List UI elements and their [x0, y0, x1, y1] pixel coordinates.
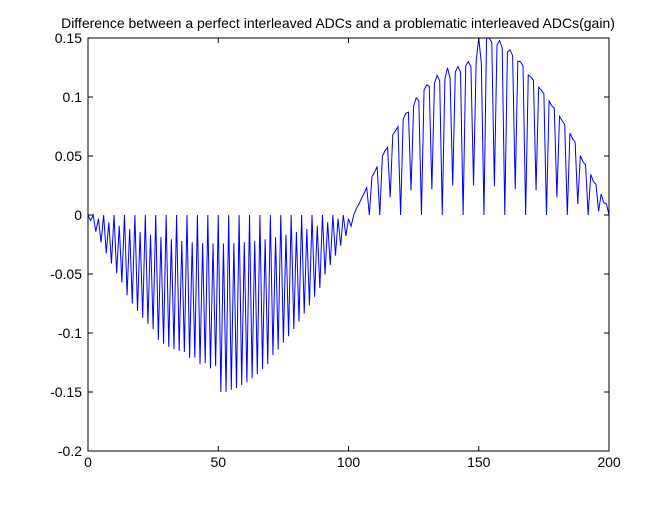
x-tick-label: 200 — [597, 454, 621, 470]
series-line-0 — [87, 37, 610, 393]
y-tick-label: -0.15 — [50, 384, 82, 400]
y-tick-label: -0.05 — [50, 266, 82, 282]
x-tick-label: 50 — [210, 454, 226, 470]
y-tick-label: 0.15 — [55, 30, 82, 46]
y-tick-label: 0.1 — [63, 89, 83, 105]
y-tick-label: 0.05 — [55, 148, 82, 164]
y-tick-label: -0.1 — [58, 325, 82, 341]
chart-title: Difference between a perfect interleaved… — [61, 15, 615, 31]
y-tick-label: -0.2 — [58, 443, 82, 459]
plot-layer — [87, 37, 610, 393]
x-tick-label: 0 — [84, 454, 92, 470]
axes-frame — [87, 37, 610, 452]
axis-layer: 0 50 100 150 200 -0.2 -0.15 -0.1 -0.05 0 0.05 0.1 0.… — [50, 30, 621, 470]
y-tick-label: 0 — [74, 207, 82, 223]
x-tick-label: 150 — [467, 454, 491, 470]
x-tick-label: 100 — [337, 454, 361, 470]
